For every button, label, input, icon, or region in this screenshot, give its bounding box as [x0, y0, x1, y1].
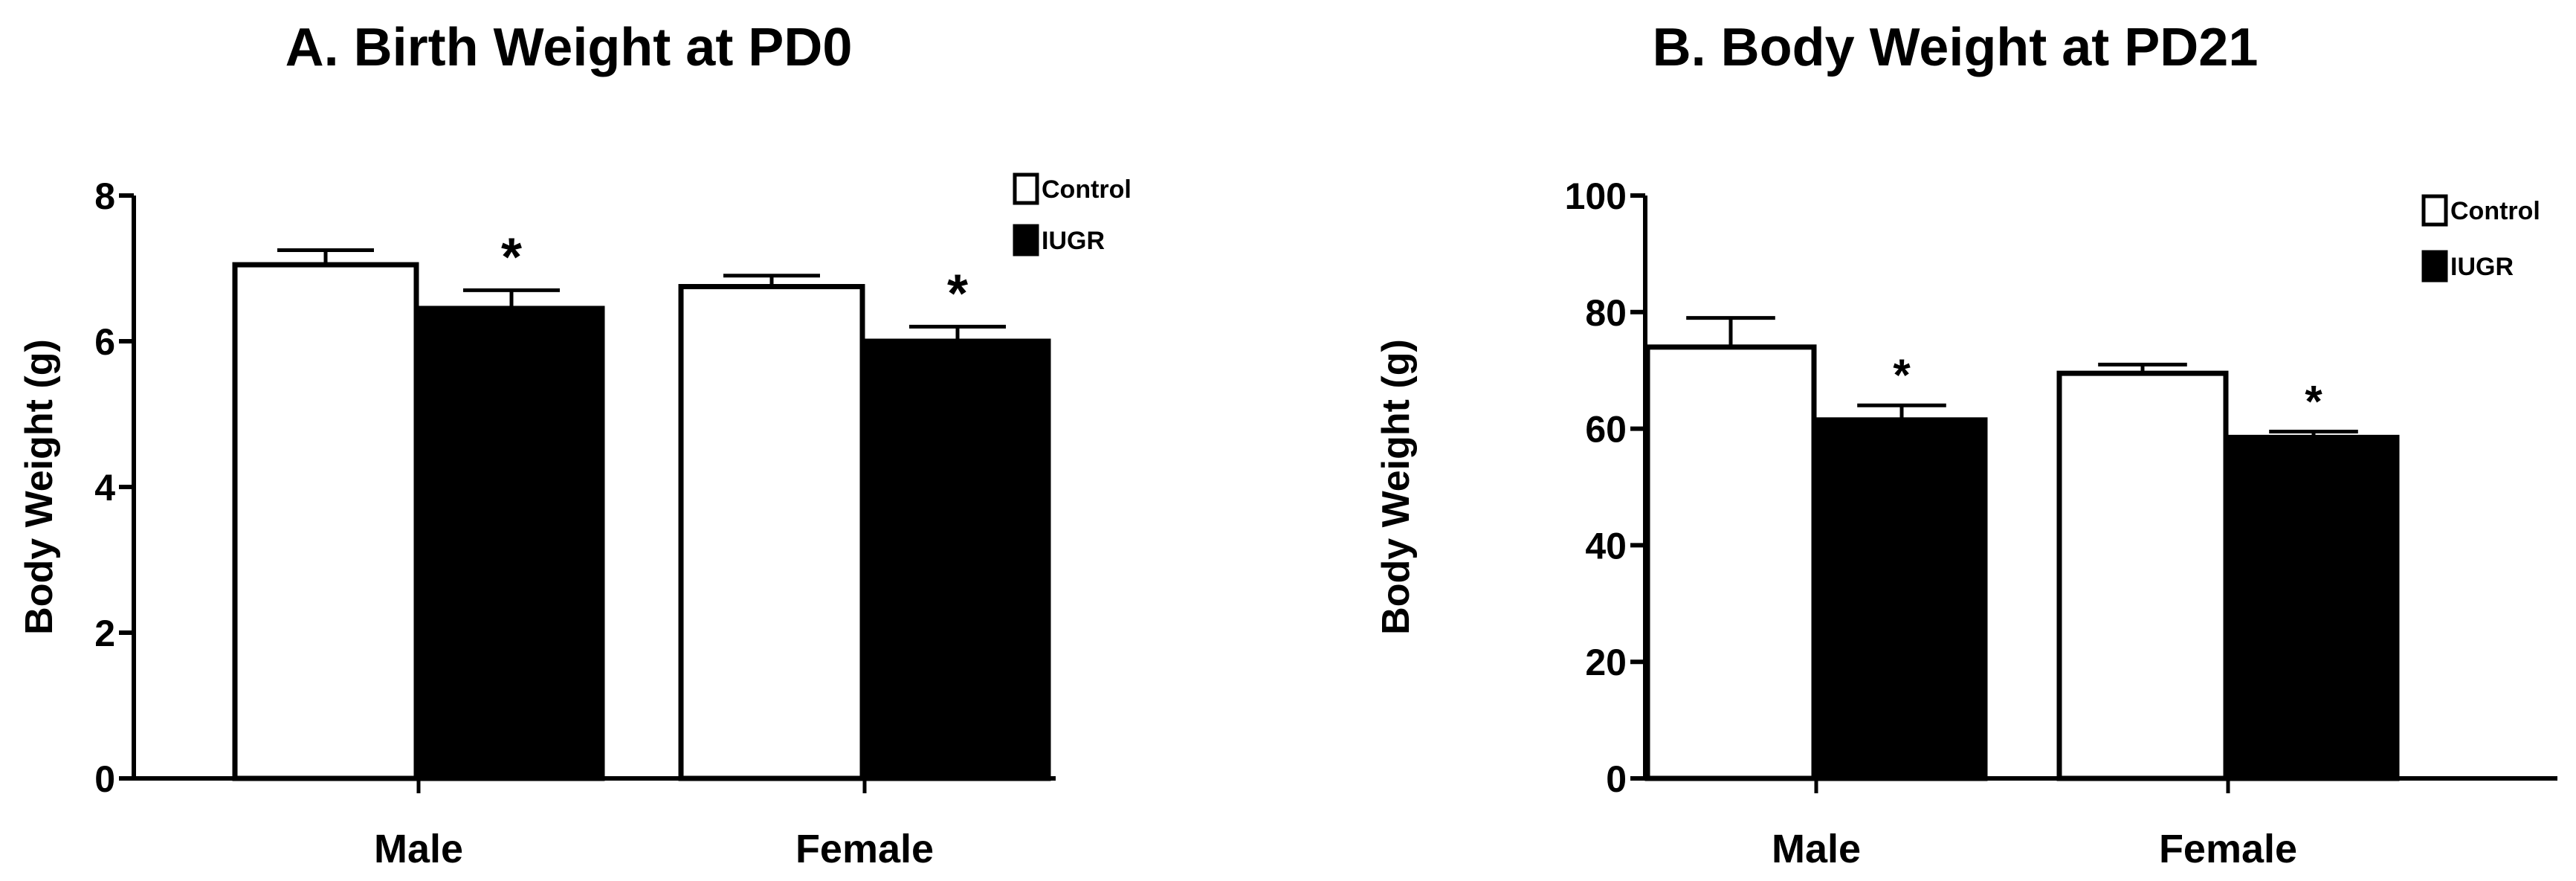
- y-tick-label: 8: [94, 175, 115, 217]
- legend-swatch-control: [2421, 194, 2448, 227]
- significance-marker: *: [501, 227, 522, 287]
- y-tick-label: 40: [1585, 525, 1627, 567]
- y-tick-label: 2: [94, 613, 115, 654]
- bar-iugr-male: [418, 306, 605, 781]
- y-axis-label: Body Weight (g): [1375, 339, 1418, 635]
- legend-swatch-control: [1013, 172, 1039, 205]
- significance-marker: *: [1893, 350, 1911, 400]
- legend-label: IUGR: [2450, 253, 2514, 281]
- y-tick-label: 0: [94, 758, 115, 800]
- y-tick-label: 80: [1585, 292, 1627, 334]
- legend: Control IUGR: [1013, 172, 1132, 256]
- y-tick-label: 100: [1565, 175, 1627, 217]
- bar-iugr-female: [2227, 434, 2400, 781]
- significance-marker: *: [2305, 377, 2322, 427]
- significance-marker: *: [947, 264, 968, 323]
- bar-iugr-female: [864, 338, 1051, 781]
- y-tick-label: 60: [1585, 409, 1627, 451]
- x-tick-label: Female: [2159, 827, 2297, 871]
- x-tick-label: Male: [374, 827, 463, 871]
- y-tick-label: 4: [94, 467, 115, 509]
- bar-control-male: [232, 262, 419, 781]
- legend-label: Control: [2450, 197, 2540, 225]
- chart-b: B. Body Weight at PD21 Body Weight (g) 0 20…: [1375, 18, 2557, 871]
- bar-control-female: [2056, 370, 2229, 781]
- y-tick-label: 0: [1606, 758, 1627, 800]
- x-tick-label: Female: [795, 827, 934, 871]
- chart-title: A. Birth Weight at PD0: [285, 18, 853, 77]
- x-tick-label: Male: [1772, 827, 1861, 871]
- legend-label: Control: [1042, 175, 1132, 204]
- chart-a: A. Birth Weight at PD0 Body Weight (g) 0 2 4…: [18, 18, 1132, 871]
- y-tick-label: 20: [1585, 642, 1627, 683]
- legend-label: IUGR: [1042, 227, 1105, 255]
- legend: Control IUGR: [2421, 194, 2540, 283]
- bar-control-female: [678, 284, 865, 781]
- y-axis-label: Body Weight (g): [18, 339, 61, 635]
- legend-swatch-iugr: [2421, 250, 2448, 283]
- bar-control-male: [1644, 344, 1817, 781]
- chart-title: B. Body Weight at PD21: [1653, 18, 2259, 77]
- bar-iugr-male: [1815, 417, 1988, 781]
- legend-swatch-iugr: [1013, 224, 1039, 256]
- y-tick-label: 6: [94, 321, 115, 363]
